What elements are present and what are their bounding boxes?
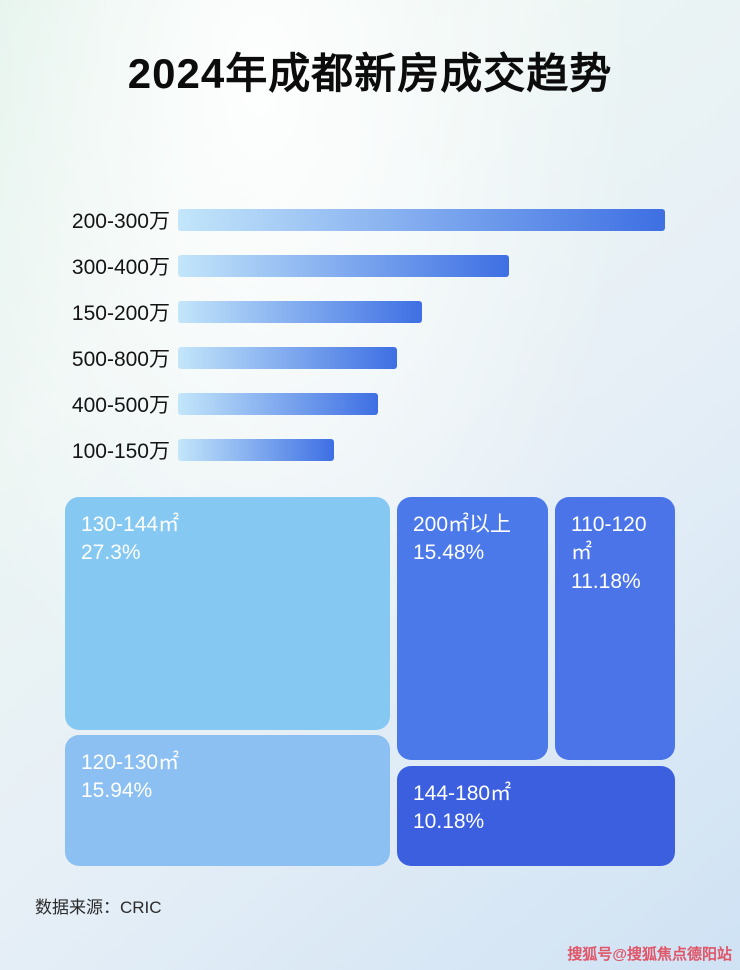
bar-row: 400-500万	[58, 381, 740, 427]
bar-track	[178, 301, 665, 323]
treemap-label: 110-120㎡	[571, 513, 647, 565]
bar-category-label: 500-800万	[71, 348, 170, 371]
treemap-block: 110-120㎡ 11.18%	[555, 497, 675, 760]
bar-category-label: 400-500万	[71, 394, 170, 417]
price-band-bar-chart: 200-300万 300-400万 150-200万 500-800万 400-500万…	[58, 197, 740, 473]
treemap-label: 130-144㎡	[81, 513, 180, 536]
bar	[178, 255, 510, 277]
bar-row: 300-400万	[58, 243, 740, 289]
treemap-label: 120-130㎡	[81, 751, 180, 774]
bar	[178, 393, 378, 415]
bar-category-label: 300-400万	[71, 256, 170, 279]
bar-row: 500-800万	[58, 335, 740, 381]
treemap-block: 200㎡以上 15.48%	[397, 497, 548, 760]
treemap-value: 11.18%	[571, 569, 641, 593]
bar-category-label: 150-200万	[71, 302, 170, 325]
page-title: 2024年成都新房成交趋势	[127, 50, 613, 97]
area-share-treemap: 130-144㎡ 27.3% 120-130㎡ 15.94% 200㎡以上 15.48% 1…	[65, 497, 675, 867]
bar-track	[178, 209, 665, 231]
bar-category-label: 200-300万	[71, 210, 170, 233]
treemap-value: 10.18%	[413, 810, 485, 834]
bar-track	[178, 439, 665, 461]
treemap-label: 144-180㎡	[413, 782, 512, 805]
treemap-value: 27.3%	[81, 541, 141, 565]
data-source: 数据来源：CRIC	[35, 898, 162, 917]
treemap-block: 144-180㎡ 10.18%	[397, 766, 675, 866]
watermark: 搜狐号@搜狐焦点德阳站	[567, 946, 732, 963]
bar	[178, 301, 422, 323]
treemap-block: 120-130㎡ 15.94%	[65, 735, 390, 866]
bar-track	[178, 393, 665, 415]
treemap-block: 130-144㎡ 27.3%	[65, 497, 390, 730]
bar-track	[178, 255, 665, 277]
bar-category-label: 100-150万	[71, 440, 170, 463]
treemap-label: 200㎡以上	[413, 513, 512, 536]
treemap-value: 15.94%	[81, 779, 153, 803]
bar	[178, 209, 665, 231]
bar-row: 100-150万	[58, 427, 740, 473]
bar	[178, 347, 398, 369]
treemap-value: 15.48%	[413, 541, 485, 565]
bar-row: 200-300万	[58, 197, 740, 243]
bar-track	[178, 347, 665, 369]
bar	[178, 439, 334, 461]
bar-row: 150-200万	[58, 289, 740, 335]
